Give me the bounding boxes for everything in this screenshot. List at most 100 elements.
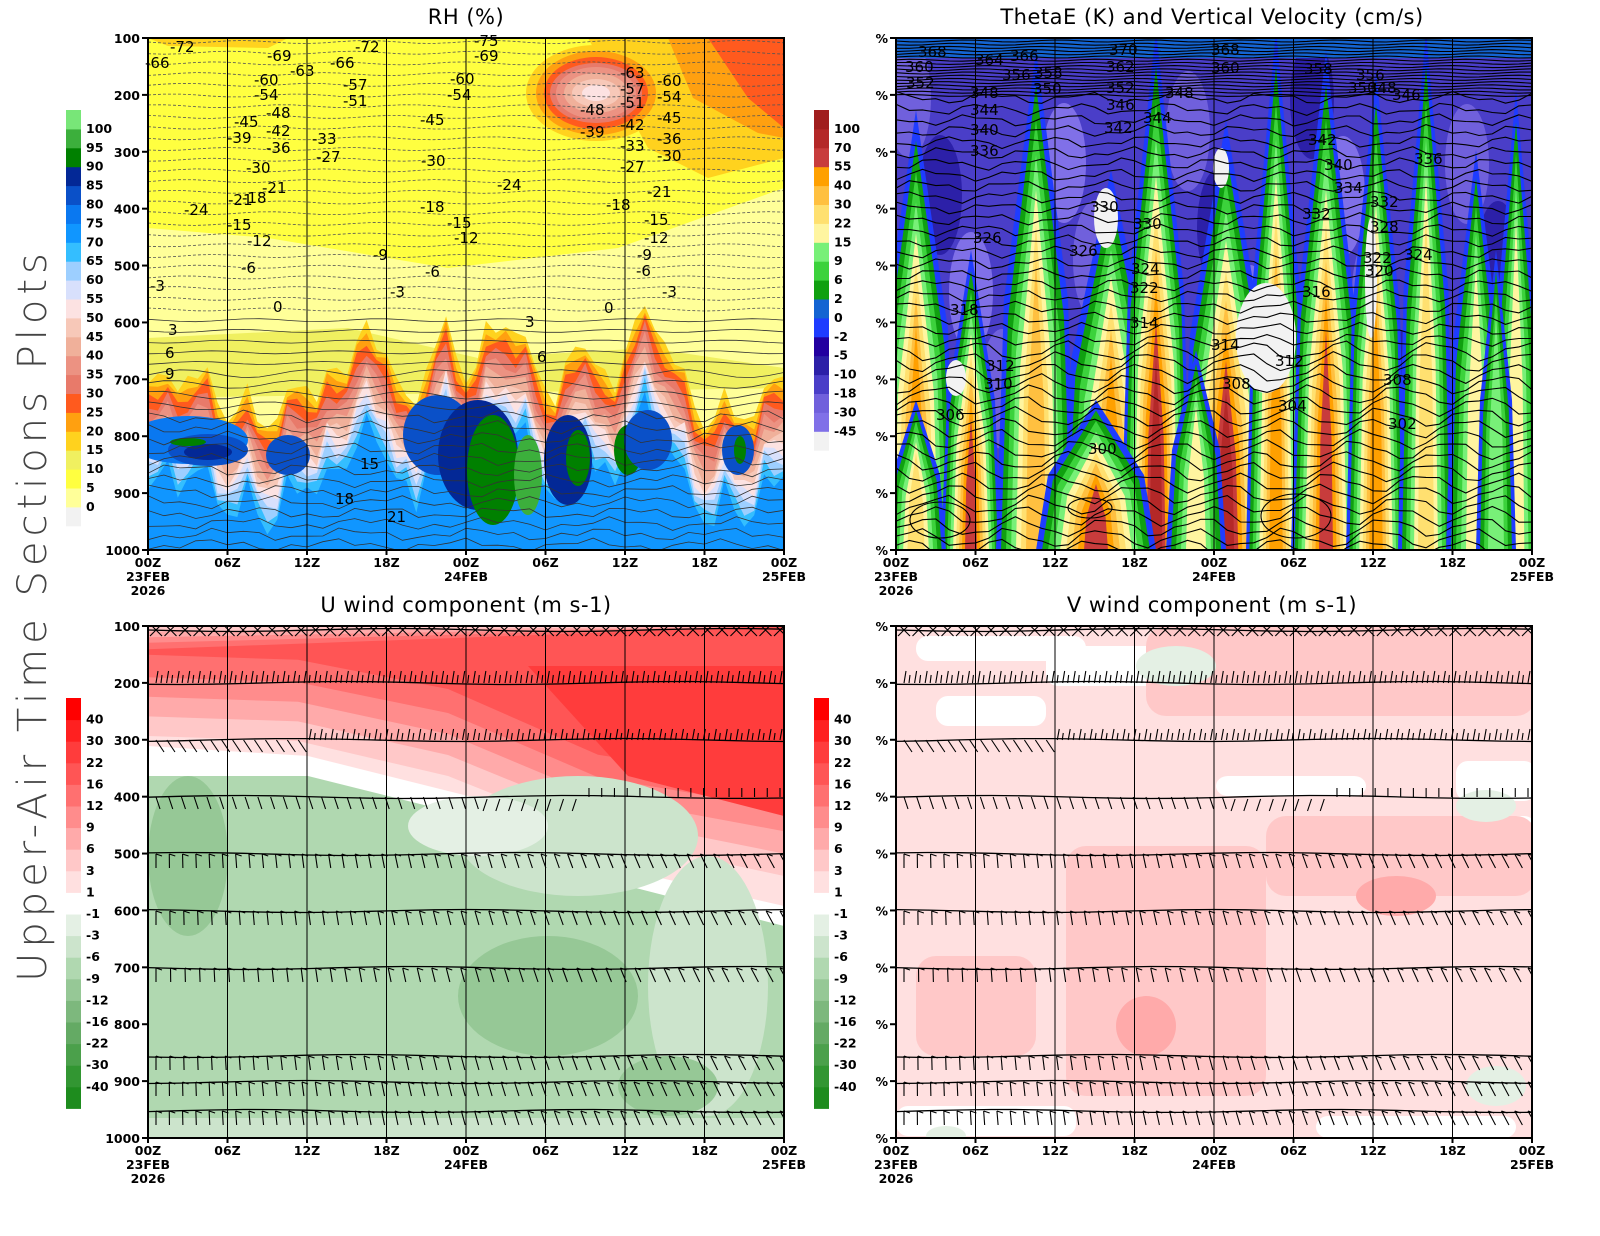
- wind-barb: [1049, 1081, 1057, 1097]
- wind-barb: [516, 728, 524, 741]
- wind-barb: [1389, 670, 1398, 684]
- wind-barb: [1097, 1055, 1105, 1071]
- rh-colorbar: 0 5 10 15 20 25 30 35 40 45 50 55 60 65 70 75 80 85 90 95 10…: [66, 110, 112, 527]
- wind-barb: [1472, 910, 1481, 926]
- wind-barb: [1458, 910, 1467, 926]
- wind-barb: [1142, 1081, 1150, 1097]
- temperature-isotherm: [148, 61, 784, 66]
- wind-barb: [571, 728, 579, 741]
- wind-barb: [1374, 1055, 1382, 1071]
- wind-barb: [1119, 796, 1126, 810]
- wind-barb: [1261, 1081, 1269, 1097]
- wind-barb: [1000, 1055, 1008, 1071]
- isotherm-label: -57: [343, 76, 368, 94]
- wind-barb: [903, 910, 911, 925]
- wind-barb: [197, 670, 205, 684]
- wind-barb: [735, 728, 743, 741]
- wind-barb: [571, 798, 577, 812]
- wind-barb: [434, 853, 441, 869]
- wind-barb: [1353, 967, 1361, 983]
- wind-barb: [500, 853, 508, 869]
- wind-barb: [314, 670, 322, 684]
- wind-barb: [474, 910, 482, 926]
- wind-barb: [1354, 1110, 1362, 1126]
- wind-barb: [677, 967, 686, 983]
- v-wind-panel: V wind component (m s-1) %%%%%%%%%% 00Z 0…: [814, 593, 1554, 1186]
- wind-barb: [483, 728, 491, 741]
- wind-barb: [1180, 910, 1188, 926]
- temperature-isotherm: [148, 125, 784, 130]
- wind-barb: [726, 1110, 735, 1126]
- thetae-x-axis: 00Z 06Z 12Z 18Z 00Z 06Z 12Z 18Z 00Z23FEB202624FE…: [874, 550, 1554, 598]
- isotherm-label: -54: [254, 86, 279, 104]
- colorbar-label: 55: [86, 291, 103, 306]
- wind-barb: [338, 626, 352, 637]
- wind-barb: [1333, 1055, 1341, 1071]
- wind-barb: [261, 1081, 269, 1097]
- wind-barb: [381, 626, 395, 637]
- wind-barb: [967, 796, 973, 810]
- wind-barb: [1248, 1081, 1256, 1097]
- wind-barb: [657, 626, 671, 637]
- wind-barb: [431, 967, 438, 983]
- colorbar-swatch: [66, 914, 81, 937]
- rh-band: [624, 410, 672, 470]
- colorbar-swatch: [814, 317, 829, 338]
- wind-barb: [1263, 670, 1271, 684]
- thetae-contour: [896, 538, 1487, 550]
- wind-barb: [1132, 796, 1138, 810]
- rh-band: [514, 435, 542, 515]
- wind-barb: [1309, 967, 1317, 983]
- colorbar-label: -9: [834, 971, 848, 986]
- colorbar-swatch: [814, 762, 829, 785]
- wind-barb: [713, 1110, 722, 1126]
- wind-barb: [1142, 1110, 1150, 1126]
- wind-barb: [643, 626, 656, 637]
- wind-barb: [945, 910, 952, 926]
- wind-barb: [439, 626, 453, 637]
- wind-barb: [1381, 1081, 1389, 1097]
- thetae-contour-label: 312: [1275, 352, 1304, 370]
- isotherm-label: -6: [636, 262, 651, 280]
- thetae-time-gridlines: [975, 38, 1453, 550]
- wind-barb: [633, 1110, 641, 1126]
- wind-barb: [1078, 728, 1086, 741]
- wind-barb: [654, 910, 662, 926]
- wind-barb: [692, 967, 701, 983]
- wind-barb: [526, 626, 540, 637]
- wind-barb: [710, 910, 719, 926]
- colorbar-swatch: [814, 849, 829, 872]
- vv-band: [1213, 148, 1229, 188]
- wind-barb: [1319, 798, 1325, 812]
- wind-barb: [917, 967, 925, 983]
- wind-barb: [1430, 910, 1439, 926]
- wind-barb: [768, 728, 776, 741]
- wind-barb: [1411, 670, 1419, 684]
- wind-barb: [1447, 853, 1456, 869]
- v-wind-band: [936, 696, 1046, 726]
- wind-barb: [352, 626, 366, 637]
- wind-barb: [726, 853, 735, 869]
- wind-barb-staff: [148, 908, 784, 914]
- wind-barb: [193, 796, 199, 810]
- x-date-label: 23FEB: [126, 569, 170, 584]
- wind-barb: [381, 1110, 388, 1126]
- wind-barb: [418, 910, 426, 926]
- wind-barb: [1097, 910, 1105, 926]
- wind-barb: [1136, 670, 1144, 684]
- wind-barb: [1036, 853, 1043, 869]
- wind-barb: [525, 670, 533, 684]
- thetae-contour-label: 350: [1033, 80, 1062, 98]
- y-tick-label: %: [875, 1131, 888, 1146]
- wind-barb: [1347, 910, 1354, 926]
- wind-barb: [955, 626, 969, 637]
- wind-barb: [925, 739, 935, 753]
- wind-barb: [1062, 853, 1070, 869]
- wind-barb: [391, 1055, 398, 1071]
- colorbar-swatch: [66, 355, 81, 376]
- wind-barb: [946, 967, 954, 983]
- wind-barb: [1361, 910, 1368, 926]
- isotherm-label: -30: [421, 152, 446, 170]
- wind-barb: [1458, 1055, 1467, 1071]
- wind-barb: [468, 626, 482, 637]
